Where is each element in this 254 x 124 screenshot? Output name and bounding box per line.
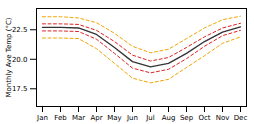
svg-text:Sep: Sep (180, 114, 194, 122)
svg-text:Jan: Jan (36, 114, 48, 122)
svg-text:22.5: 22.5 (12, 26, 28, 34)
svg-text:17.5: 17.5 (12, 85, 28, 93)
svg-text:Oct: Oct (198, 114, 210, 122)
svg-text:Jul: Jul (145, 114, 155, 122)
svg-text:Mar: Mar (72, 114, 85, 122)
svg-text:May: May (107, 114, 121, 122)
svg-text:Dec: Dec (234, 114, 248, 122)
svg-text:Feb: Feb (54, 114, 67, 122)
svg-text:Jun: Jun (126, 114, 138, 122)
svg-text:20.0: 20.0 (12, 56, 28, 64)
svg-text:Aug: Aug (162, 114, 176, 122)
svg-text:Apr: Apr (90, 114, 102, 122)
svg-text:Nov: Nov (216, 114, 230, 122)
svg-text:Monthly Ave Temp (°C): Monthly Ave Temp (°C) (5, 17, 13, 97)
